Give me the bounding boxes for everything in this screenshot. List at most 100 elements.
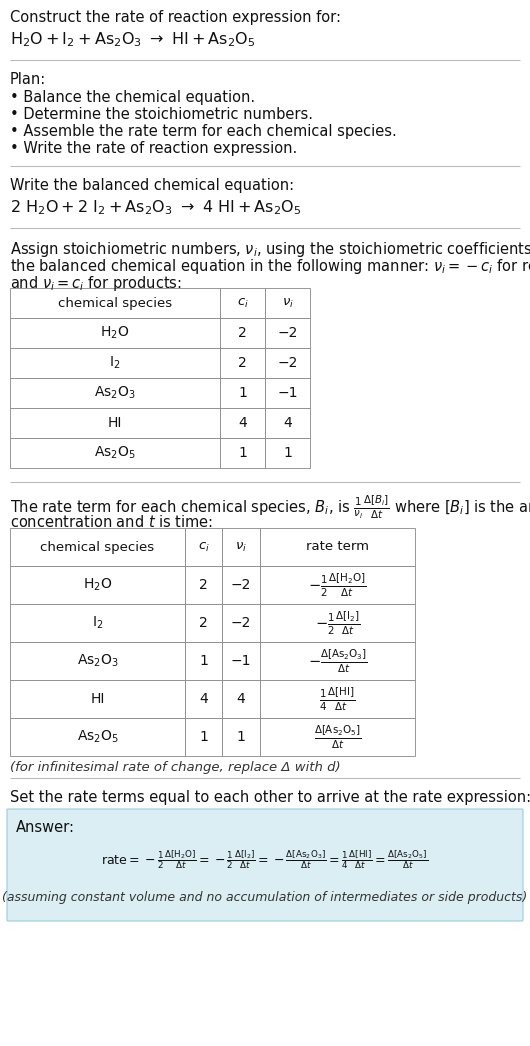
Text: Assign stoichiometric numbers, $\nu_i$, using the stoichiometric coefficients, $: Assign stoichiometric numbers, $\nu_i$, … xyxy=(10,240,530,259)
Bar xyxy=(222,642,260,680)
Text: $\mathrm{As_2O_3}$: $\mathrm{As_2O_3}$ xyxy=(76,653,118,669)
Bar xyxy=(185,566,222,604)
Bar xyxy=(185,528,222,566)
Text: $\mathrm{I_2}$: $\mathrm{I_2}$ xyxy=(92,615,103,631)
Text: $\mathrm{I_2}$: $\mathrm{I_2}$ xyxy=(109,355,121,371)
Bar xyxy=(10,604,185,642)
Text: HI: HI xyxy=(108,416,122,430)
Bar xyxy=(185,642,222,680)
Text: Write the balanced chemical equation:: Write the balanced chemical equation: xyxy=(10,178,294,194)
Bar xyxy=(265,438,310,468)
Bar xyxy=(10,528,185,566)
Text: 1: 1 xyxy=(238,386,247,400)
Bar xyxy=(222,718,260,756)
Bar xyxy=(220,288,265,318)
Text: the balanced chemical equation in the following manner: $\nu_i = -c_i$ for react: the balanced chemical equation in the fo… xyxy=(10,257,530,276)
Bar xyxy=(260,528,415,566)
Text: 1: 1 xyxy=(199,654,208,668)
FancyBboxPatch shape xyxy=(7,809,523,920)
Text: 1: 1 xyxy=(199,730,208,744)
Text: −1: −1 xyxy=(277,386,298,400)
Text: −2: −2 xyxy=(231,616,251,630)
Text: $\frac{1}{4}\frac{\Delta[\mathrm{HI}]}{\Delta t}$: $\frac{1}{4}\frac{\Delta[\mathrm{HI}]}{\… xyxy=(320,685,356,712)
Bar xyxy=(10,348,220,378)
Text: (for infinitesimal rate of change, replace Δ with d): (for infinitesimal rate of change, repla… xyxy=(10,761,341,774)
Text: −2: −2 xyxy=(277,356,298,370)
Text: • Determine the stoichiometric numbers.: • Determine the stoichiometric numbers. xyxy=(10,107,313,122)
Bar xyxy=(220,348,265,378)
Bar xyxy=(185,680,222,718)
Bar xyxy=(260,642,415,680)
Bar xyxy=(10,680,185,718)
Text: The rate term for each chemical species, $B_i$, is $\frac{1}{\nu_i}\frac{\Delta[: The rate term for each chemical species,… xyxy=(10,494,530,522)
Bar xyxy=(10,408,220,438)
Text: $-\frac{1}{2}\frac{\Delta[\mathrm{I_2}]}{\Delta t}$: $-\frac{1}{2}\frac{\Delta[\mathrm{I_2}]}… xyxy=(315,609,360,637)
Text: $-\frac{1}{2}\frac{\Delta[\mathrm{H_2O}]}{\Delta t}$: $-\frac{1}{2}\frac{\Delta[\mathrm{H_2O}]… xyxy=(308,571,367,598)
Bar xyxy=(222,604,260,642)
Bar xyxy=(10,288,220,318)
Bar xyxy=(185,718,222,756)
Text: −1: −1 xyxy=(231,654,251,668)
Text: $c_i$: $c_i$ xyxy=(198,541,209,553)
Text: $\nu_i$: $\nu_i$ xyxy=(281,296,294,310)
Bar xyxy=(222,528,260,566)
Bar xyxy=(222,566,260,604)
Bar xyxy=(260,680,415,718)
Text: 2: 2 xyxy=(199,616,208,630)
Bar xyxy=(10,642,185,680)
Bar xyxy=(10,718,185,756)
Text: $\mathrm{H_2O}$: $\mathrm{H_2O}$ xyxy=(100,325,130,341)
Text: 4: 4 xyxy=(283,416,292,430)
Text: −2: −2 xyxy=(277,326,298,340)
Text: Plan:: Plan: xyxy=(10,72,46,87)
Bar xyxy=(220,408,265,438)
Text: 1: 1 xyxy=(283,446,292,460)
Text: −2: −2 xyxy=(231,578,251,592)
Bar xyxy=(10,566,185,604)
Text: $-\frac{\Delta[\mathrm{As_2O_3}]}{\Delta t}$: $-\frac{\Delta[\mathrm{As_2O_3}]}{\Delta… xyxy=(308,647,367,675)
Bar xyxy=(185,604,222,642)
Text: 2: 2 xyxy=(238,356,247,370)
Text: $\mathrm{As_2O_5}$: $\mathrm{As_2O_5}$ xyxy=(76,729,119,745)
Bar xyxy=(260,604,415,642)
Bar xyxy=(220,318,265,348)
Text: Set the rate terms equal to each other to arrive at the rate expression:: Set the rate terms equal to each other t… xyxy=(10,790,530,805)
Bar xyxy=(265,408,310,438)
Bar xyxy=(220,378,265,408)
Text: • Assemble the rate term for each chemical species.: • Assemble the rate term for each chemic… xyxy=(10,124,397,139)
Text: Answer:: Answer: xyxy=(16,820,75,835)
Text: rate term: rate term xyxy=(306,541,369,553)
Bar xyxy=(10,378,220,408)
Text: $\mathrm{As_2O_5}$: $\mathrm{As_2O_5}$ xyxy=(94,445,136,461)
Bar xyxy=(265,318,310,348)
Text: 4: 4 xyxy=(199,692,208,706)
Bar xyxy=(265,288,310,318)
Text: $\nu_i$: $\nu_i$ xyxy=(235,541,247,553)
Bar xyxy=(260,566,415,604)
Text: chemical species: chemical species xyxy=(58,296,172,310)
Bar xyxy=(220,438,265,468)
Text: • Balance the chemical equation.: • Balance the chemical equation. xyxy=(10,90,255,105)
Text: HI: HI xyxy=(90,692,105,706)
Text: 2: 2 xyxy=(199,578,208,592)
Text: and $\nu_i = c_i$ for products:: and $\nu_i = c_i$ for products: xyxy=(10,274,182,293)
Text: 1: 1 xyxy=(238,446,247,460)
Text: $c_i$: $c_i$ xyxy=(236,296,249,310)
Text: $\frac{\Delta[\mathrm{As_2O_5}]}{\Delta t}$: $\frac{\Delta[\mathrm{As_2O_5}]}{\Delta … xyxy=(314,723,361,751)
Text: $\mathrm{2\ H_2O+2\ I_2+As_2O_3\ \rightarrow\ 4\ HI+As_2O_5}$: $\mathrm{2\ H_2O+2\ I_2+As_2O_3\ \righta… xyxy=(10,198,302,217)
Text: $\mathrm{As_2O_3}$: $\mathrm{As_2O_3}$ xyxy=(94,385,136,402)
Text: (assuming constant volume and no accumulation of intermediates or side products): (assuming constant volume and no accumul… xyxy=(2,891,528,904)
Bar xyxy=(10,318,220,348)
Bar xyxy=(265,348,310,378)
Text: • Write the rate of reaction expression.: • Write the rate of reaction expression. xyxy=(10,141,297,156)
Text: 4: 4 xyxy=(236,692,245,706)
Bar xyxy=(265,378,310,408)
Text: 1: 1 xyxy=(236,730,245,744)
Text: Construct the rate of reaction expression for:: Construct the rate of reaction expressio… xyxy=(10,10,341,25)
Bar xyxy=(222,680,260,718)
Text: chemical species: chemical species xyxy=(40,541,155,553)
Text: $\mathrm{rate} = -\frac{1}{2}\frac{\Delta[\mathrm{H_2O}]}{\Delta t} = -\frac{1}{: $\mathrm{rate} = -\frac{1}{2}\frac{\Delt… xyxy=(101,848,429,871)
Bar xyxy=(260,718,415,756)
Text: 4: 4 xyxy=(238,416,247,430)
Text: $\mathrm{H_2O}$: $\mathrm{H_2O}$ xyxy=(83,576,112,593)
